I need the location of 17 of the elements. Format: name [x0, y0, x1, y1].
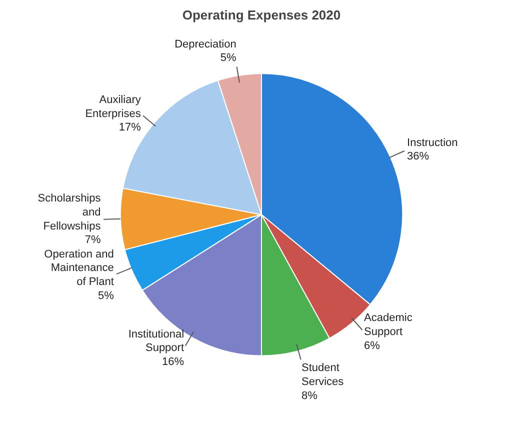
slice-label: Scholarships and Fellowships — [38, 192, 102, 232]
data-label: 36% — [407, 150, 430, 163]
data-label: 5% — [220, 52, 237, 64]
data-label: 8% — [301, 390, 318, 402]
slice-label: Auxiliary Enterprises — [85, 94, 142, 120]
data-label: 16% — [162, 356, 184, 368]
slice-label: Operation and Maintenance of Plant — [44, 248, 114, 288]
chart-title: Operating Expenses 2020 — [182, 8, 341, 22]
data-label: 5% — [98, 290, 114, 302]
data-label: 7% — [84, 234, 101, 246]
slice-label: Depreciation — [174, 38, 236, 50]
slice-label: Academic Support — [364, 312, 413, 338]
slice-label: Instruction — [407, 136, 458, 149]
data-label: 6% — [364, 340, 380, 352]
data-label: 17% — [118, 122, 142, 134]
slice-label: Institutional Support — [128, 328, 184, 354]
slice-label: Student Services — [301, 362, 344, 388]
